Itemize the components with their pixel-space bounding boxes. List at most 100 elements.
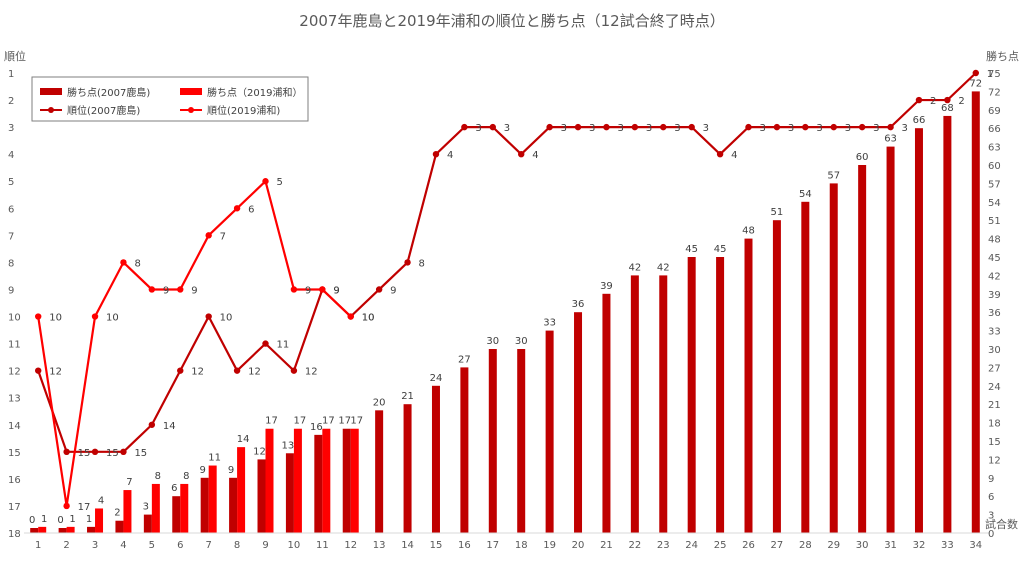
marker-kashima-2007-rank [660, 123, 667, 131]
bar-urawa-2019 [66, 526, 75, 533]
bar-kashima-2007 [58, 528, 67, 533]
x-tick-label: 32 [913, 540, 926, 551]
point-label-urawa-2019-rank: 5 [277, 177, 283, 188]
point-label-kashima-2007-rank: 3 [504, 123, 510, 134]
bar-label-urawa-2019: 17 [350, 416, 363, 427]
right-tick-label: 48 [988, 235, 1001, 246]
point-label-kashima-2007-rank: 2 [958, 96, 964, 107]
marker-kashima-2007-rank [489, 123, 496, 131]
marker-urawa-2019-rank [347, 313, 354, 320]
marker-urawa-2019-rank [148, 286, 156, 293]
x-tick-label: 3 [92, 540, 98, 551]
left-tick-label: 9 [8, 285, 14, 296]
right-tick-label: 3 [988, 511, 994, 522]
x-tick-label: 27 [771, 540, 784, 551]
point-label-kashima-2007-rank: 3 [873, 123, 879, 134]
bar-label-kashima-2007: 17 [338, 416, 351, 427]
legend-label: 勝ち点(2007鹿島) [67, 86, 150, 99]
x-tick-label: 12 [344, 540, 357, 551]
left-tick-label: 7 [8, 231, 14, 242]
bar-urawa-2019 [350, 428, 359, 533]
right-tick-label: 45 [988, 253, 1001, 264]
point-label-kashima-2007-rank: 8 [419, 258, 425, 269]
bar-kashima-2007 [115, 520, 124, 533]
right-tick-label: 18 [988, 419, 1001, 430]
right-tick-label: 24 [988, 382, 1001, 393]
bar-urawa-2019 [322, 428, 331, 533]
bar-urawa-2019 [293, 428, 302, 533]
bar-kashima-2007 [914, 128, 923, 533]
bar-label-urawa-2019: 17 [322, 416, 335, 427]
right-tick-label: 30 [988, 345, 1001, 356]
x-tick-label: 26 [742, 540, 755, 551]
bar-label-kashima-2007: 42 [657, 262, 670, 273]
bar-label-kashima-2007: 54 [799, 189, 812, 200]
legend-marker [48, 107, 54, 113]
bar-label-urawa-2019: 8 [155, 471, 161, 482]
x-tick-label: 19 [543, 540, 556, 551]
marker-urawa-2019-rank [63, 502, 70, 510]
point-label-urawa-2019-rank: 7 [220, 231, 226, 242]
x-tick-label: 10 [288, 540, 301, 551]
bar-label-urawa-2019: 1 [41, 514, 47, 525]
bar-kashima-2007 [375, 410, 384, 533]
bar-label-kashima-2007: 42 [628, 262, 641, 273]
bar-label-kashima-2007: 33 [543, 318, 556, 329]
marker-urawa-2019-rank [120, 259, 127, 266]
x-tick-label: 22 [628, 540, 641, 551]
right-tick-label: 12 [988, 455, 1001, 466]
marker-kashima-2007-rank [830, 123, 837, 131]
marker-kashima-2007-rank [944, 96, 951, 104]
right-tick-label: 69 [988, 106, 1001, 117]
legend-label: 順位(2019浦和) [207, 104, 280, 117]
marker-kashima-2007-rank [972, 69, 979, 77]
bar-label-kashima-2007: 30 [515, 336, 528, 347]
bar-label-kashima-2007: 68 [941, 103, 954, 114]
marker-urawa-2019-rank [205, 232, 212, 239]
marker-kashima-2007-rank [858, 123, 866, 131]
marker-kashima-2007-rank [546, 123, 553, 131]
x-tick-label: 29 [827, 540, 840, 551]
point-label-kashima-2007-rank: 4 [447, 150, 453, 161]
bar-label-kashima-2007: 72 [969, 78, 982, 89]
bar-urawa-2019 [180, 483, 189, 533]
legend-marker [188, 107, 194, 113]
point-label-kashima-2007-rank: 10 [362, 313, 375, 324]
marker-kashima-2007-rank [773, 123, 781, 131]
marker-kashima-2007-rank [177, 367, 184, 374]
left-tick-label: 10 [8, 313, 21, 324]
bar-kashima-2007 [772, 220, 781, 533]
bar-label-kashima-2007: 9 [228, 465, 234, 476]
bar-urawa-2019 [95, 508, 104, 533]
bar-label-kashima-2007: 24 [430, 373, 443, 384]
left-tick-label: 16 [8, 475, 21, 486]
right-tick-label: 75 [988, 69, 1001, 80]
x-tick-label: 34 [969, 540, 982, 551]
bar-label-kashima-2007: 57 [827, 170, 840, 181]
bar-urawa-2019 [38, 526, 47, 533]
marker-kashima-2007-rank [688, 123, 695, 131]
marker-kashima-2007-rank [35, 367, 42, 374]
point-label-urawa-2019-rank: 17 [78, 502, 91, 513]
marker-urawa-2019-rank [319, 286, 326, 293]
x-tick-label: 6 [177, 540, 183, 551]
legend-swatch [180, 88, 202, 95]
marker-kashima-2007-rank [574, 123, 582, 131]
bar-label-kashima-2007: 21 [401, 391, 414, 402]
left-tick-label: 14 [8, 421, 21, 432]
bar-label-kashima-2007: 16 [310, 422, 323, 433]
bar-label-kashima-2007: 20 [373, 397, 386, 408]
point-label-urawa-2019-rank: 9 [305, 285, 311, 296]
bar-kashima-2007 [143, 514, 152, 533]
bar-urawa-2019 [208, 465, 217, 533]
bar-kashima-2007 [403, 404, 412, 533]
point-label-kashima-2007-rank: 3 [788, 123, 794, 134]
x-tick-label: 2 [63, 540, 69, 551]
marker-kashima-2007-rank [233, 367, 241, 374]
bar-urawa-2019 [151, 483, 160, 533]
point-label-urawa-2019-rank: 10 [49, 313, 62, 324]
left-tick-label: 8 [8, 258, 14, 269]
bar-label-urawa-2019: 11 [208, 453, 221, 464]
bar-label-kashima-2007: 3 [143, 502, 149, 513]
